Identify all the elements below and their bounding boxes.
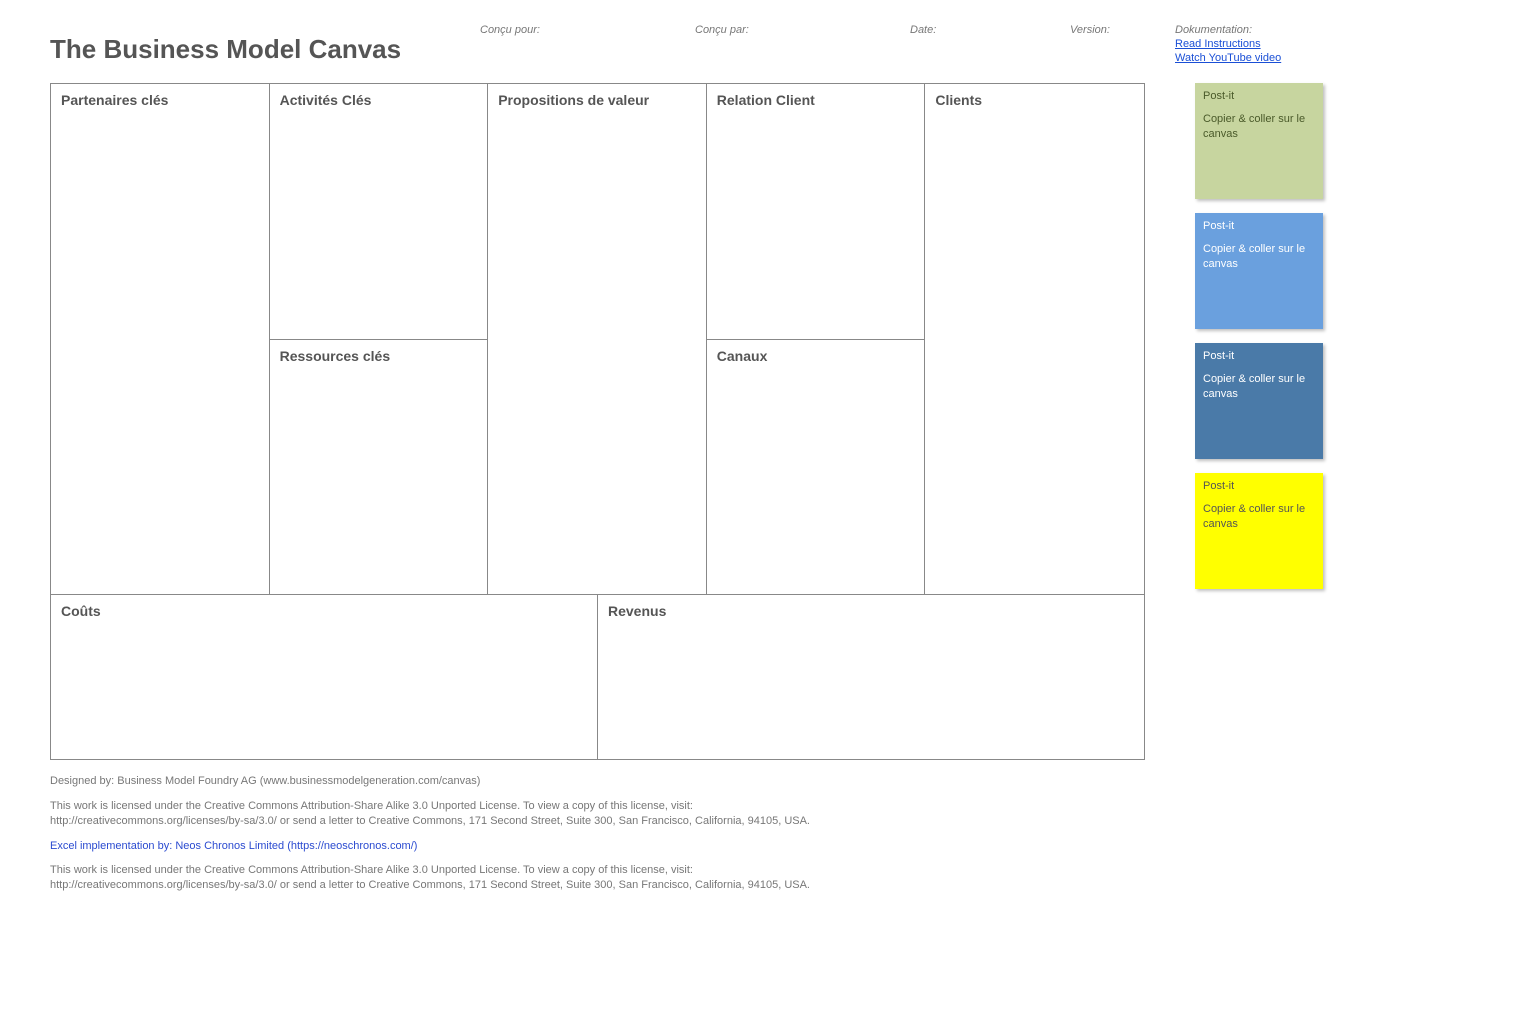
meta-designed-by-label: Conçu par: — [695, 24, 910, 64]
canvas-top: Partenaires clés Activités Clés Ressourc… — [51, 84, 1144, 594]
cell-key-partners[interactable]: Partenaires clés — [51, 84, 269, 594]
cell-value-propositions[interactable]: Propositions de valeur — [488, 84, 706, 594]
postit-body: Copier & coller sur le canvas — [1203, 502, 1315, 532]
postit-1[interactable]: Post-it Copier & coller sur le canvas — [1195, 83, 1323, 199]
page-title: The Business Model Canvas — [50, 22, 480, 65]
postit-body: Copier & coller sur le canvas — [1203, 242, 1315, 272]
postit-title: Post-it — [1203, 219, 1315, 234]
cell-title-customer-segments: Clients — [935, 92, 1134, 108]
meta-version-label: Version: — [1070, 24, 1175, 64]
canvas-bottom: Coûts Revenus — [51, 594, 1144, 759]
footer-excel-impl-link[interactable]: Excel implementation by: Neos Chronos Li… — [50, 839, 1145, 854]
meta-documentation-label: Dokumentation: — [1175, 24, 1252, 36]
meta-documentation: Dokumentation: Read Instructions Watch Y… — [1175, 24, 1335, 64]
read-instructions-link[interactable]: Read Instructions — [1175, 38, 1335, 50]
watch-video-link[interactable]: Watch YouTube video — [1175, 52, 1335, 64]
postit-title: Post-it — [1203, 479, 1315, 494]
cell-title-key-partners: Partenaires clés — [61, 92, 259, 108]
canvas-grid: Partenaires clés Activités Clés Ressourc… — [50, 83, 1145, 760]
cell-title-cost-structure: Coûts — [61, 603, 587, 619]
footer-license-2: This work is licensed under the Creative… — [50, 863, 1145, 893]
cell-title-revenue-streams: Revenus — [608, 603, 1134, 619]
postit-4[interactable]: Post-it Copier & coller sur le canvas — [1195, 473, 1323, 589]
footer-designed-by: Designed by: Business Model Foundry AG (… — [50, 774, 1145, 789]
cell-title-value-propositions: Propositions de valeur — [498, 92, 696, 108]
footer: Designed by: Business Model Foundry AG (… — [50, 774, 1145, 893]
cell-key-activities[interactable]: Activités Clés — [270, 84, 488, 340]
col-customer-segments: Clients — [925, 84, 1144, 594]
postit-2[interactable]: Post-it Copier & coller sur le canvas — [1195, 213, 1323, 329]
postit-3[interactable]: Post-it Copier & coller sur le canvas — [1195, 343, 1323, 459]
postit-title: Post-it — [1203, 89, 1315, 104]
cell-customer-relationships[interactable]: Relation Client — [707, 84, 925, 340]
col-value-propositions: Propositions de valeur — [488, 84, 707, 594]
cell-title-key-activities: Activités Clés — [280, 92, 478, 108]
cell-title-key-resources: Ressources clés — [280, 348, 478, 364]
postit-body: Copier & coller sur le canvas — [1203, 112, 1315, 142]
cell-key-resources[interactable]: Ressources clés — [270, 340, 488, 595]
col-relationships-channels: Relation Client Canaux — [707, 84, 926, 594]
header-row: The Business Model Canvas Conçu pour: Co… — [50, 22, 1486, 65]
postit-body: Copier & coller sur le canvas — [1203, 372, 1315, 402]
footer-license-1: This work is licensed under the Creative… — [50, 799, 1145, 829]
cell-title-customer-relationships: Relation Client — [717, 92, 915, 108]
cell-channels[interactable]: Canaux — [707, 340, 925, 595]
col-activities-resources: Activités Clés Ressources clés — [270, 84, 489, 594]
meta-designed-for-label: Conçu pour: — [480, 24, 695, 64]
body-row: Partenaires clés Activités Clés Ressourc… — [50, 83, 1486, 760]
col-key-partners: Partenaires clés — [51, 84, 270, 594]
postit-title: Post-it — [1203, 349, 1315, 364]
cell-title-channels: Canaux — [717, 348, 915, 364]
cell-revenue-streams[interactable]: Revenus — [598, 595, 1144, 759]
cell-customer-segments[interactable]: Clients — [925, 84, 1144, 594]
postit-palette: Post-itCopier & coller sur le canvasPost… — [1195, 83, 1325, 589]
page: The Business Model Canvas Conçu pour: Co… — [0, 0, 1536, 943]
cell-cost-structure[interactable]: Coûts — [51, 595, 598, 759]
header-meta: Conçu pour: Conçu par: Date: Version: Do… — [480, 22, 1486, 64]
meta-date-label: Date: — [910, 24, 1070, 64]
